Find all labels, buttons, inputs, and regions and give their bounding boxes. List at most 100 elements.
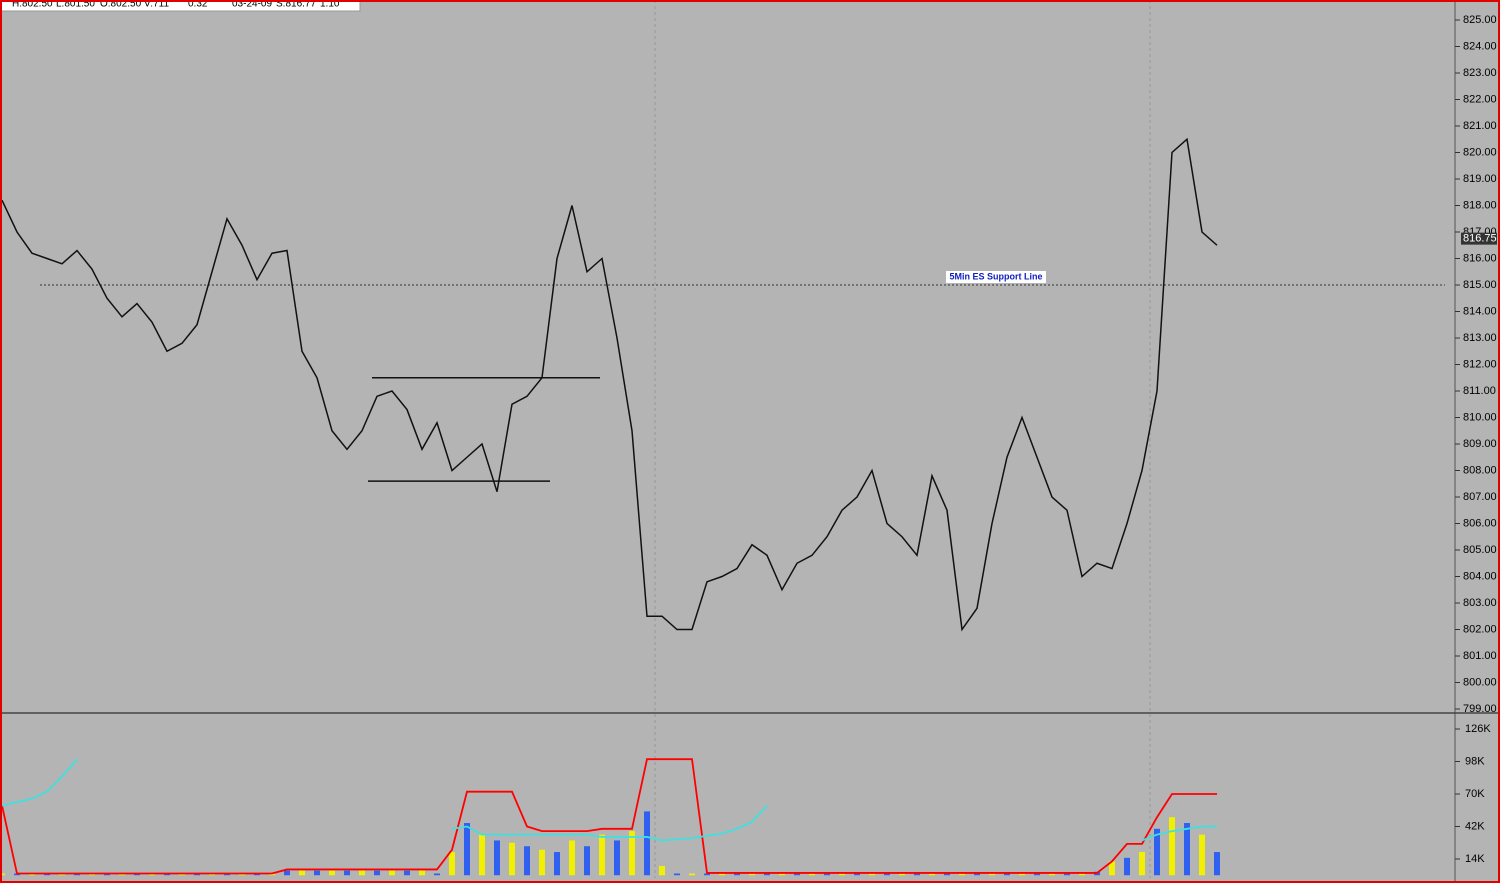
volume-bar [1169,817,1175,876]
volume-bar [749,873,755,876]
volume-bar [794,873,800,876]
y-tick-label: 813.00 [1463,332,1497,344]
header-item: 1.10 [320,0,340,10]
header-item: O:802.50 [100,0,142,10]
volume-bar [449,852,455,876]
y-tick-label: 825.00 [1463,14,1497,26]
volume-bar [704,873,710,876]
price-line [1,137,1218,632]
volume-bar [734,873,740,876]
volume-bar [584,846,590,876]
y-tick-label: 808.00 [1463,464,1497,476]
volume-bar [1154,828,1160,876]
y-tick-label: 811.00 [1463,385,1496,397]
y-tick-label: 812.00 [1463,358,1497,370]
volume-bar [284,870,290,876]
header-item: V:711 [144,0,169,10]
volume-bar [1034,873,1040,876]
y-tick-label: 816.00 [1463,252,1497,264]
y-tick-label: 818.00 [1463,199,1497,211]
volume-bar [419,870,425,876]
y-tick-label: 809.00 [1463,438,1497,450]
volume-bar [479,834,485,876]
volume-bar [644,811,650,876]
volume-bar [1199,834,1205,876]
indicator-line [1,758,1217,875]
volume-bar [659,865,665,876]
last-price: 816.75 [1463,233,1497,245]
header-item: 03-24-09 [232,0,272,10]
volume-bar [434,873,440,876]
volume-bar [404,870,410,876]
indicator-line [1,758,1217,842]
y-tick-label: 14K [1465,853,1485,865]
y-tick-label: 820.00 [1463,146,1497,158]
y-tick-label: 803.00 [1463,597,1497,609]
volume-bar [1139,852,1145,876]
volume-bar [929,873,935,876]
volume-bar [1004,873,1010,876]
header-box [0,0,361,12]
y-tick-label: 804.00 [1463,570,1497,582]
header-item: 0.32 [188,0,208,10]
volume-bar [1064,873,1070,876]
y-tick-label: 799.00 [1463,703,1497,715]
y-tick-label: 805.00 [1463,544,1497,556]
volume-bar [1124,857,1130,876]
volume-bar [689,873,695,876]
volume-bar [839,873,845,876]
volume-bar [884,873,890,876]
y-tick-label: 802.00 [1463,623,1497,635]
y-tick-label: 819.00 [1463,173,1497,185]
y-tick-label: 823.00 [1463,67,1497,79]
volume-bar [0,873,5,876]
volume-bar [944,873,950,876]
header-item: H:802.50 [12,0,53,10]
volume-bar [554,852,560,876]
volume-bar [1184,823,1190,876]
volume-bar [779,873,785,876]
y-tick-label: 807.00 [1463,491,1497,503]
volume-bar [329,870,335,876]
volume-bar [899,873,905,876]
volume-bar [539,849,545,876]
volume-bar [1214,852,1220,876]
y-tick-label: 822.00 [1463,93,1497,105]
volume-bar [959,873,965,876]
volume-bar [719,873,725,876]
volume-bar [809,873,815,876]
volume-bar [1109,861,1115,876]
volume-bar [869,873,875,876]
annotation-bg [946,271,1046,283]
header-item: S:816.77 [276,0,316,10]
y-tick-label: 824.00 [1463,40,1497,52]
volume-bar [974,873,980,876]
volume-bar [614,840,620,876]
volume-bar [299,870,305,876]
volume-bar [1049,873,1055,876]
y-tick-label: 42K [1465,820,1485,832]
y-tick-label: 815.00 [1463,279,1497,291]
volume-bar [389,870,395,876]
y-tick-label: 70K [1465,788,1485,800]
annotation: 5Min ES Support Line [949,271,1042,281]
y-tick-label: 801.00 [1463,650,1497,662]
volume-bar [914,873,920,876]
volume-bar [464,823,470,876]
volume-bar [359,870,365,876]
volume-bar [1079,873,1085,876]
volume-bar [344,870,350,876]
volume-bar [764,873,770,876]
volume-bar [1019,873,1025,876]
volume-bar [674,873,680,876]
volume-bar [824,873,830,876]
volume-bar [854,873,860,876]
volume-bar [524,846,530,876]
y-tick-label: 806.00 [1463,517,1497,529]
volume-bar [494,840,500,876]
volume-bar [989,873,995,876]
volume-bar [509,842,515,876]
